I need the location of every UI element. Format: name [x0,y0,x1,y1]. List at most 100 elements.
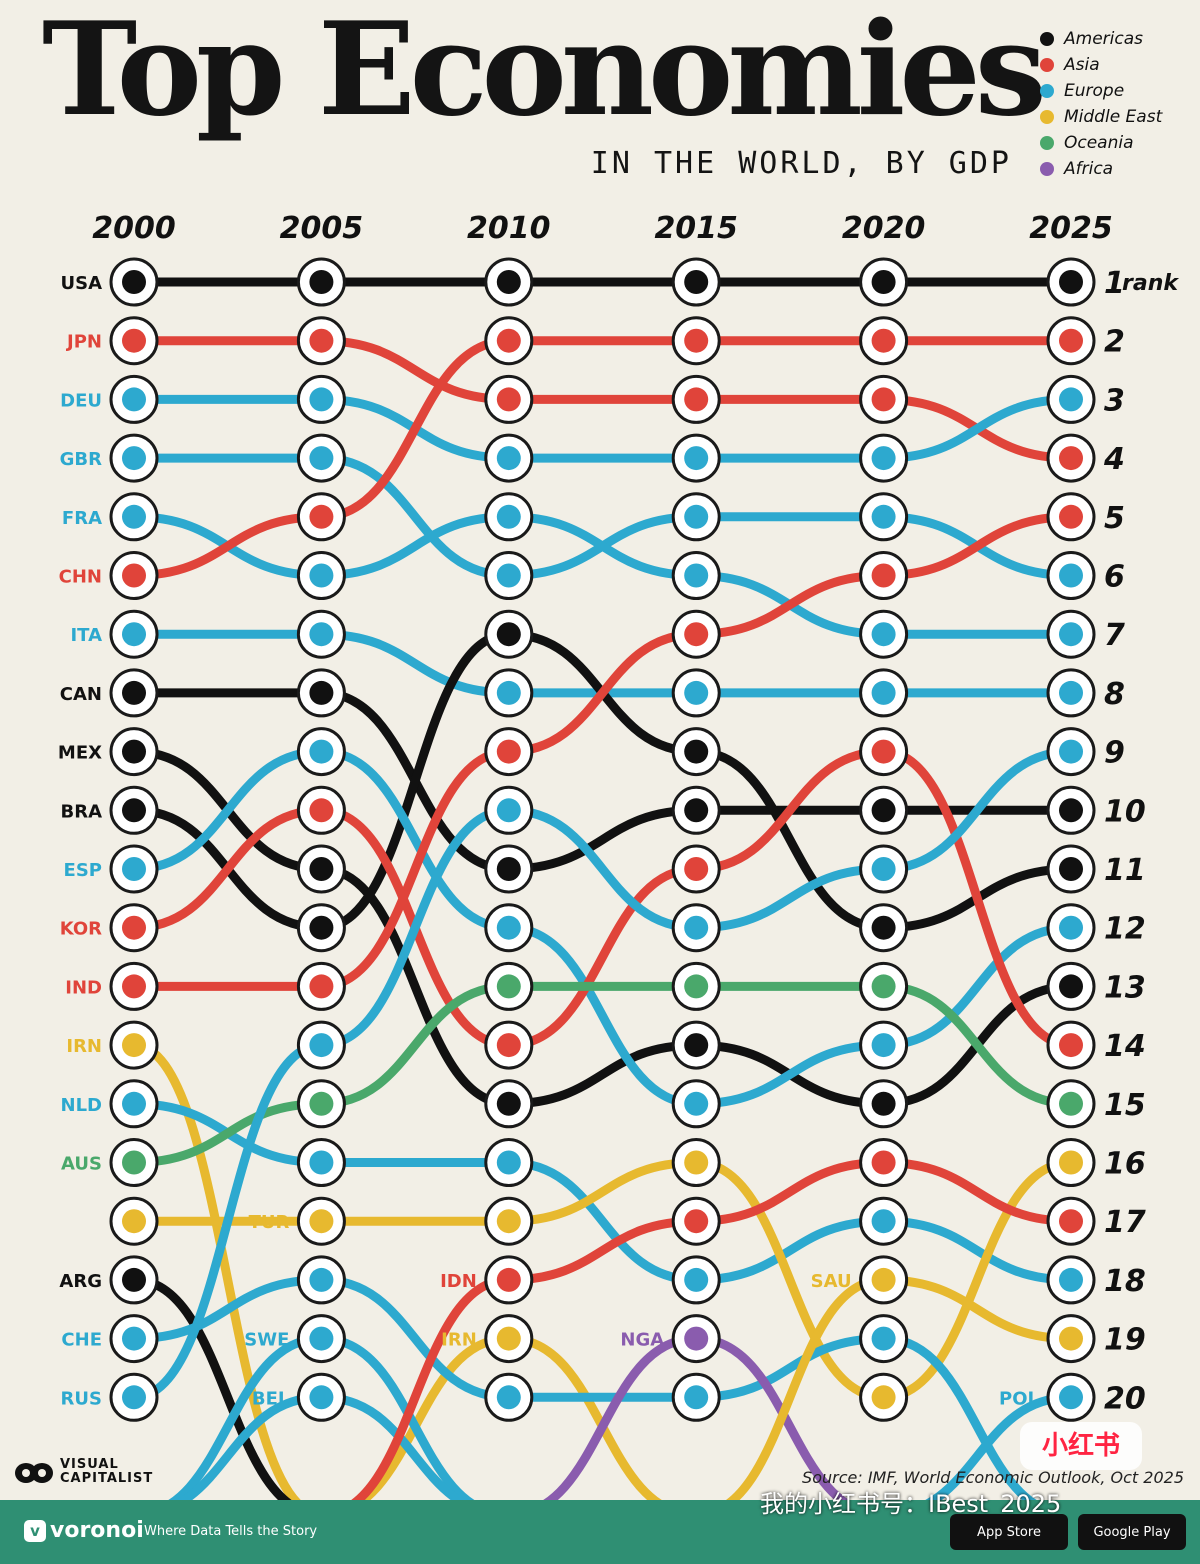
flag-marker-ind [296,961,346,1011]
app-store-button[interactable]: App Store [950,1514,1068,1550]
google-play-button[interactable]: Google Play [1078,1514,1186,1550]
rank-label: 8 [1104,677,1125,712]
marker-fill [1059,622,1083,647]
marker-fill [1059,1150,1083,1175]
marker-fill [684,622,709,647]
marker-fill [309,563,334,588]
country-label: IDN [440,1271,477,1292]
flag-marker-esp [296,727,346,777]
flag-marker-bra [859,903,909,953]
rank-label: 2 [1104,325,1125,360]
flag-marker-bra [1046,844,1096,894]
marker-fill [496,1033,521,1058]
flag-marker-tur [1046,1138,1096,1187]
marker-fill [871,1033,896,1058]
marker-fill [684,1326,709,1351]
marker-fill [496,387,521,412]
marker-fill [496,1267,521,1292]
marker-fill [871,739,896,764]
flag-marker-sau [859,1255,909,1305]
series-line-nld [129,1099,1076,1285]
flag-marker-usa [484,257,534,307]
marker-fill [309,739,334,764]
marker-fill [1059,1385,1083,1410]
marker-fill [684,915,709,940]
series-line-arg [129,1275,293,1500]
flag-marker-aus [296,1079,346,1129]
marker-fill [309,446,334,471]
rank-label: 16 [1104,1147,1146,1182]
marker-fill [684,446,709,471]
marker-fill [122,563,146,588]
marker-fill [871,328,896,353]
marker-fill [1059,739,1083,764]
marker-fill [871,857,896,881]
flag-marker-rus [484,785,534,835]
flag-marker-nld [296,1138,346,1187]
flag-marker-tur [859,1372,909,1422]
flag-marker-can [1046,785,1096,835]
flag-marker-jpn [1046,433,1096,483]
marker-fill [871,1267,896,1292]
country-label: CHN [59,567,102,588]
flag-marker-tur [671,1138,721,1187]
marker-fill [122,622,146,647]
marker-fill [871,1150,896,1175]
rank-label: 4 [1103,442,1125,477]
rank-label: 11 [1104,853,1146,888]
country-label: ITA [70,625,102,646]
flag-marker-esp [1046,903,1096,953]
marker-fill [684,974,709,999]
series-line-esp [129,747,1076,1109]
marker-fill [684,1091,709,1116]
marker-fill [871,270,896,294]
flag-marker-tur [296,1196,346,1246]
flag-marker-gbr [484,551,534,600]
flag-marker-mex [296,844,346,894]
marker-fill [871,504,896,529]
marker-fill [684,1150,709,1175]
legend-label: Africa [1064,159,1114,179]
flag-marker-rus [1046,727,1096,777]
country-label: DEU [60,390,102,411]
flag-marker-deu [671,433,721,483]
rank-label: 10 [1104,794,1146,829]
marker-fill [122,798,146,823]
flag-marker-chn [296,492,346,542]
flag-marker-rus [671,903,721,953]
year-header: 2015 [654,211,738,246]
flag-marker-deu [484,433,534,483]
country-label: CAN [60,684,102,705]
flag-marker-idn [1046,1196,1096,1246]
marker-fill [122,1091,146,1116]
flag-marker-mex [671,1020,721,1070]
flag-marker-esp [484,903,534,953]
flag-marker-jpn [671,374,721,424]
marker-fill [309,974,334,999]
flag-marker-can [296,668,346,718]
marker-fill [122,915,146,940]
vc-logo-icon [15,1463,53,1484]
country-label: CHE [61,1330,102,1351]
flag-marker-swe [296,1314,346,1364]
flag-marker-kor [859,727,909,777]
marker-fill [309,798,334,823]
marker-fill [1059,270,1083,294]
flag-marker-rus [296,1020,346,1070]
rank-label: 6 [1104,560,1125,595]
marker-fill [496,915,521,940]
marker-fill [1059,798,1083,823]
marker-fill [496,563,521,588]
country-label: AUS [61,1154,102,1175]
flag-marker-nld [484,1138,534,1187]
legend-swatch [1040,110,1054,124]
flag-marker-kor [296,785,346,835]
marker-fill [684,857,709,881]
marker-fill [122,446,146,471]
flag-marker-ita [1046,668,1096,718]
visual-capitalist-logo: VISUAL CAPITALIST [14,1457,153,1487]
series-line-nga [543,1334,850,1500]
voronoi-brand[interactable]: v voronoi [24,1518,144,1543]
marker-fill [122,974,146,999]
marker-fill [122,328,146,353]
